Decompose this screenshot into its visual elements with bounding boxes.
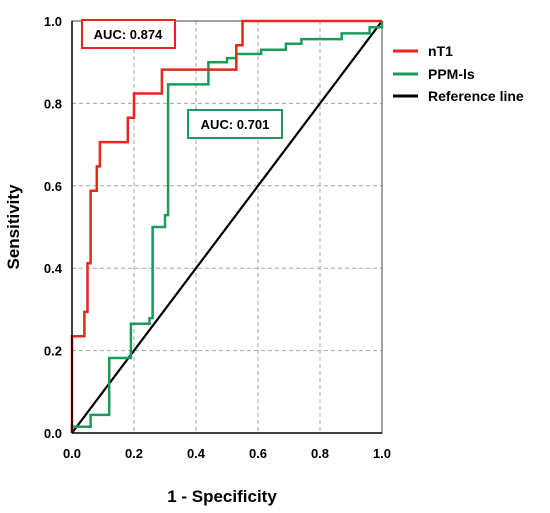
x-tick-label: 0.2 [125, 446, 143, 461]
auc-box-nt1: AUC: 0.874 [81, 19, 176, 49]
series-lines [70, 19, 384, 434]
series-line-reference-line [71, 20, 383, 434]
x-tick-label: 0.4 [187, 446, 206, 461]
y-tick-label: 0.2 [44, 344, 62, 359]
legend-label-reference: Reference line [428, 88, 524, 104]
tick-labels: 0.0 0.2 0.4 0.6 0.8 1.0 0.0 0.2 0.4 0.6 0.8 1.0 [44, 14, 391, 461]
auc-box-ppm-ls: AUC: 0.701 [187, 109, 283, 139]
y-tick-label: 0.8 [44, 96, 62, 111]
x-axis-title: 1 - Specificity [167, 487, 277, 506]
y-tick-label: 1.0 [44, 14, 62, 29]
legend-label-ppm-ls: PPM-ls [428, 66, 475, 82]
x-tick-label: 0.6 [249, 446, 267, 461]
series-line-ppm-ls [70, 21, 384, 433]
y-tick-label: 0.4 [44, 261, 63, 276]
series-line-nt1 [70, 19, 382, 433]
y-tick-label: 0.6 [44, 179, 62, 194]
legend-label-nt1: nT1 [428, 43, 453, 59]
x-tick-label: 1.0 [373, 446, 391, 461]
x-tick-label: 0.0 [63, 446, 81, 461]
y-tick-label: 0.0 [44, 426, 62, 441]
legend: nT1 PPM-ls Reference line [393, 43, 524, 104]
y-axis-title: Sensitivity [4, 184, 23, 270]
auc-label-ppm-ls: AUC: 0.701 [201, 117, 270, 132]
auc-label-nt1: AUC: 0.874 [94, 27, 163, 42]
x-tick-label: 0.8 [311, 446, 329, 461]
